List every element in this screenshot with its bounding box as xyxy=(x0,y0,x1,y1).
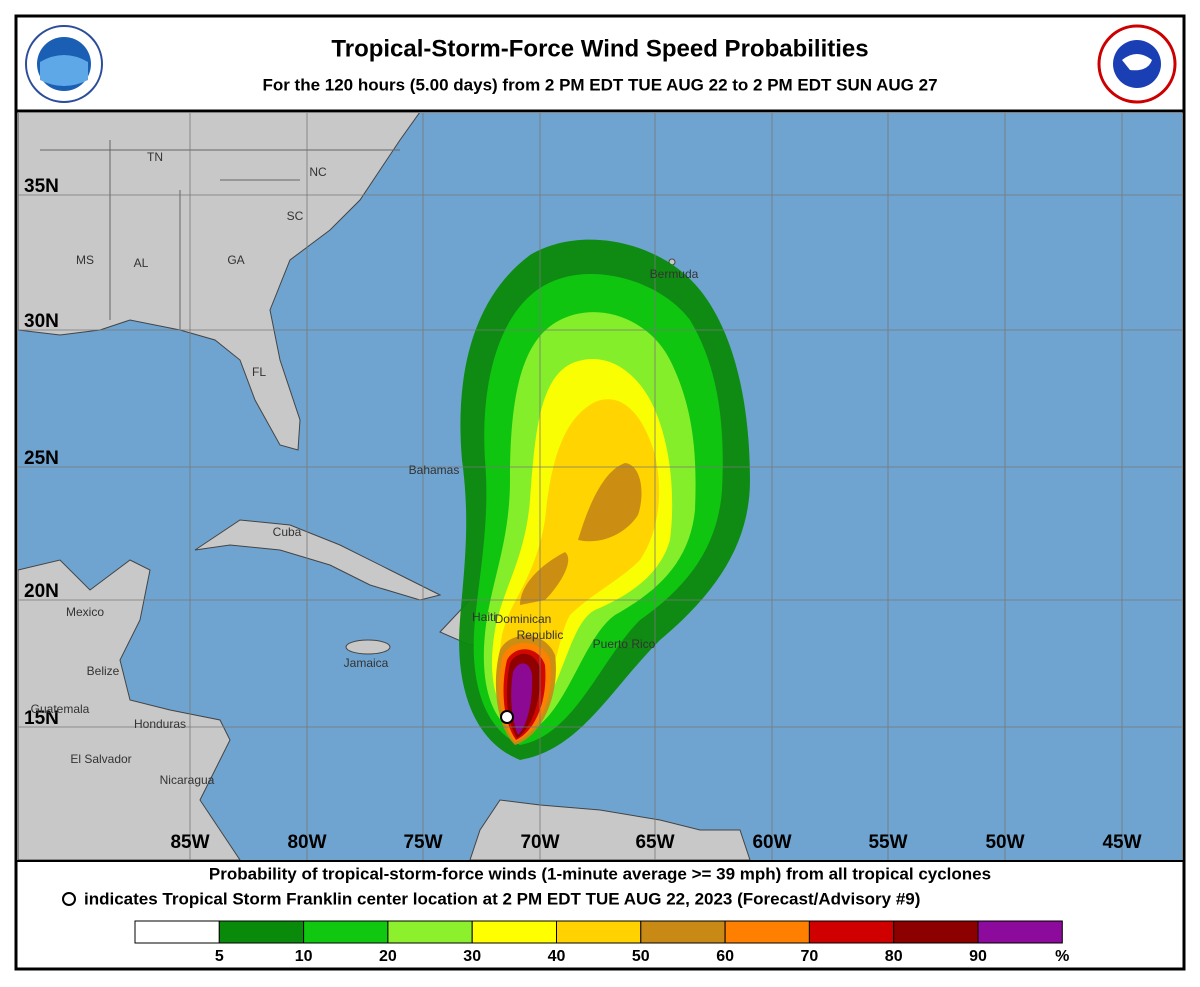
scale-label: % xyxy=(1055,948,1069,965)
scale-swatch xyxy=(808,920,895,944)
scale-swatch xyxy=(893,920,979,944)
place-label: Haiti xyxy=(472,610,496,624)
storm-center xyxy=(500,710,514,724)
divider xyxy=(16,860,1184,862)
probability-contours xyxy=(459,239,750,760)
place-label: Honduras xyxy=(134,717,186,731)
longitude-label: 75W xyxy=(403,832,442,853)
latitude-label: 15N xyxy=(24,708,59,729)
nws-logo xyxy=(1097,24,1177,104)
latitude-label: 30N xyxy=(24,311,59,332)
scale-swatch xyxy=(724,920,810,944)
place-labels: TN NC SC MS AL GA FL Bermuda Bahamas Cuba Mexico Ha… xyxy=(31,150,699,787)
place-label: SC xyxy=(287,209,304,223)
scale-label: 10 xyxy=(295,948,313,965)
footer-line1: Probability of tropical-storm-force wind… xyxy=(209,864,991,883)
probability-band xyxy=(511,663,533,735)
scale-label: 90 xyxy=(969,948,987,965)
longitude-label: 50W xyxy=(985,832,1024,853)
scale-label: 20 xyxy=(379,948,397,965)
place-label: Belize xyxy=(87,664,120,678)
place-label: GA xyxy=(227,253,244,267)
longitude-label: 80W xyxy=(287,832,326,853)
place-label: Nicaragua xyxy=(160,773,215,787)
graticule: 85W 80W 75W 70W 65W 60W 55W 50W 45W 35N 30N 25N 20N 1… xyxy=(18,113,1182,860)
place-label: Puerto Rico xyxy=(593,637,656,651)
longitude-label: 65W xyxy=(635,832,674,853)
center-symbol xyxy=(62,892,76,906)
place-label: Dominican xyxy=(495,612,552,626)
place-label: El Salvador xyxy=(70,752,131,766)
scale-label: 30 xyxy=(463,948,481,965)
latitude-label: 20N xyxy=(24,581,59,602)
scale-swatch xyxy=(977,920,1063,944)
scale-label: 80 xyxy=(885,948,903,965)
place-label: NC xyxy=(309,165,327,179)
scale-swatch xyxy=(471,920,558,944)
place-label: Bermuda xyxy=(650,267,699,281)
scale-label: 60 xyxy=(716,948,734,965)
latitude-label: 25N xyxy=(24,448,59,469)
place-label: AL xyxy=(134,256,149,270)
scale-label: 40 xyxy=(548,948,566,965)
longitude-label: 60W xyxy=(752,832,791,853)
place-label: FL xyxy=(252,365,266,379)
title: Tropical-Storm-Force Wind Speed Probabil… xyxy=(331,35,868,62)
place-label: Bahamas xyxy=(409,463,460,477)
place-label: TN xyxy=(147,150,163,164)
longitude-label: 85W xyxy=(170,832,209,853)
latitude-label: 35N xyxy=(24,176,59,197)
footer-line2: indicates Tropical Storm Franklin center… xyxy=(84,889,920,908)
scale-label: 5 xyxy=(215,948,224,965)
scale-swatch xyxy=(134,920,220,944)
subtitle: For the 120 hours (5.00 days) from 2 PM … xyxy=(262,75,937,94)
place-label: Guatemala xyxy=(31,702,90,716)
longitude-label: 55W xyxy=(868,832,907,853)
noaa-logo xyxy=(25,25,103,103)
scale-swatch xyxy=(387,920,473,944)
scale-swatch xyxy=(218,920,305,944)
longitude-label: 45W xyxy=(1102,832,1141,853)
scale-swatch xyxy=(640,920,726,944)
scale-label: 50 xyxy=(632,948,650,965)
place-label: Cuba xyxy=(273,525,302,539)
place-label: MS xyxy=(76,253,94,267)
scale-swatch xyxy=(303,920,389,944)
longitude-label: 70W xyxy=(520,832,559,853)
place-label: Mexico xyxy=(66,605,104,619)
place-label: Republic xyxy=(517,628,564,642)
map: 85W 80W 75W 70W 65W 60W 55W 50W 45W 35N 30N 25N 20N 1… xyxy=(18,113,1182,860)
scale-swatch xyxy=(556,920,642,944)
scale-label: 70 xyxy=(801,948,819,965)
place-label: Jamaica xyxy=(344,656,389,670)
color-scale: 5 10 20 30 40 50 60 70 80 90% xyxy=(134,920,1069,965)
